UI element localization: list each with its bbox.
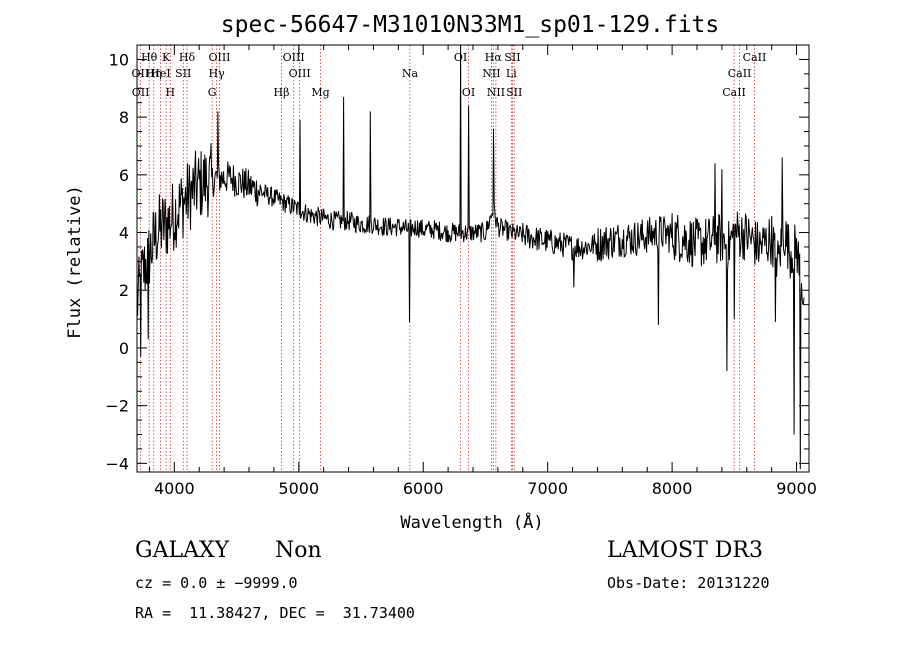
redshift-readout: cz = 0.0 ± −9999.0 <box>135 574 298 592</box>
spectral-line-label: CaII <box>743 51 767 64</box>
spectral-line-label: Hα <box>485 51 503 64</box>
x-tick-label: 5000 <box>278 479 319 498</box>
spectral-marker-lines <box>139 45 755 472</box>
x-axis: 4000 5000 6000 7000 8000 9000 <box>148 45 817 498</box>
y-axis: −4 −2 0 2 4 6 8 10 <box>105 50 809 473</box>
spectral-line-label: CaII <box>722 86 746 99</box>
spectral-line-label: OIII <box>208 51 230 64</box>
plot-frame <box>136 44 810 473</box>
y-tick-label: 6 <box>119 166 129 185</box>
object-subclass: Non <box>275 538 322 563</box>
spectral-line-label: G <box>208 86 217 99</box>
spectral-line-label: HeI <box>150 67 170 80</box>
spectral-line-label: K <box>162 51 171 64</box>
spectral-line-label: NII <box>482 67 500 80</box>
x-tick-label: 4000 <box>154 479 195 498</box>
y-tick-label: 4 <box>119 224 129 243</box>
spectral-line-label: Na <box>402 67 419 80</box>
spectral-line-label: OI <box>462 86 475 99</box>
chart-title: spec-56647-M31010N33M1_sp01-129.fits <box>221 12 720 38</box>
x-tick-label: 9000 <box>776 479 817 498</box>
coordinates-readout: RA = 11.38427, DEC = 31.73400 <box>135 604 415 622</box>
spectral-line-label: OIII <box>289 67 311 80</box>
x-tick-label: 8000 <box>652 479 693 498</box>
spectral-line-label: Hθ <box>141 51 158 64</box>
y-axis-label: Flux (relative) <box>65 185 85 339</box>
spectral-line-label: OIII <box>283 51 305 64</box>
spectrum-series <box>136 44 805 470</box>
spectral-line-label: SII <box>506 86 522 99</box>
y-tick-label: 2 <box>119 281 129 300</box>
spectral-line-label: SII <box>504 51 520 64</box>
y-tick-label: 0 <box>119 339 129 358</box>
y-tick-label: 10 <box>109 50 129 69</box>
spectral-line-label: Hη <box>146 67 162 80</box>
y-tick-label: 8 <box>119 108 129 127</box>
y-tick-label: −4 <box>105 454 129 473</box>
spectral-line-label: Hβ <box>274 86 290 99</box>
spectral-line-label: Hδ <box>179 51 196 64</box>
x-tick-label: 6000 <box>403 479 444 498</box>
spectral-line-label: H <box>166 86 176 99</box>
observation-date: Obs-Date: 20131220 <box>607 574 770 592</box>
y-tick-label: −2 <box>105 397 129 416</box>
spectral-line-label: OII <box>132 86 150 99</box>
x-tick-label: 7000 <box>527 479 568 498</box>
spectral-line-label: SII <box>175 67 191 80</box>
spectral-line-label: NII <box>487 86 505 99</box>
spectral-line-label: CaII <box>728 67 752 80</box>
spectral-line-label: Mg <box>311 86 329 99</box>
spectral-line-label: Li <box>506 67 517 80</box>
spectral-line-label: Hγ <box>209 67 226 80</box>
spectrum-line <box>136 44 805 470</box>
survey-name: LAMOST DR3 <box>607 538 763 563</box>
object-type: GALAXY <box>135 538 230 563</box>
x-axis-label: Wavelength (Å) <box>400 511 543 533</box>
